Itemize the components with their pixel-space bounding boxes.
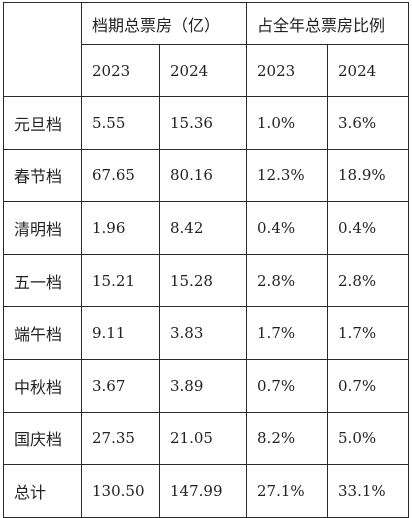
table-cell: 3.67 xyxy=(81,358,160,413)
table-row: 五一档 15.21 15.28 2.8% 2.8% xyxy=(3,253,410,308)
year-header: 2024 xyxy=(327,44,410,97)
table-row: 元旦档 5.55 15.36 1.0% 3.6% xyxy=(3,96,410,150)
row-label: 春节档 xyxy=(3,148,82,203)
table-cell: 1.7% xyxy=(327,306,410,360)
box-office-table: 档期总票房（亿） 占全年总票房比例 2023 2024 2023 2024 元旦… xyxy=(3,2,410,518)
table-cell: 0.4% xyxy=(246,201,329,255)
group-header-row: 档期总票房（亿） 占全年总票房比例 xyxy=(3,2,410,97)
table-cell: 33.1% xyxy=(327,464,410,518)
table-row: 总计 130.50 147.99 27.1% 33.1% xyxy=(3,464,410,518)
group-header-box-office: 档期总票房（亿） xyxy=(80,2,248,45)
table-cell: 1.96 xyxy=(81,201,160,255)
year-header: 2024 xyxy=(158,44,248,97)
table-cell: 15.28 xyxy=(158,253,248,308)
table-cell: 3.89 xyxy=(158,358,248,413)
table-cell: 9.11 xyxy=(81,306,160,360)
table-cell: 8.2% xyxy=(246,411,329,466)
table-cell: 80.16 xyxy=(158,148,248,203)
row-label: 中秋档 xyxy=(3,358,82,413)
row-label: 端午档 xyxy=(3,306,82,360)
table-cell: 1.7% xyxy=(246,306,329,360)
table-cell: 15.36 xyxy=(158,96,248,150)
table-cell: 27.35 xyxy=(81,411,160,466)
table-cell: 0.7% xyxy=(246,358,329,413)
table-cell: 15.21 xyxy=(81,253,160,308)
row-label: 总计 xyxy=(3,464,82,518)
table-cell: 1.0% xyxy=(246,96,329,150)
row-label: 国庆档 xyxy=(3,411,82,466)
table-cell: 3.83 xyxy=(158,306,248,360)
year-header: 2023 xyxy=(81,44,160,97)
table-cell: 5.55 xyxy=(81,96,160,150)
table-body: 档期总票房（亿） 占全年总票房比例 2023 2024 2023 2024 元旦… xyxy=(3,2,410,518)
table-row: 清明档 1.96 8.42 0.4% 0.4% xyxy=(3,201,410,255)
table-cell: 2.8% xyxy=(327,253,410,308)
year-header: 2023 xyxy=(246,44,329,97)
table-cell: 18.9% xyxy=(327,148,410,203)
table-row: 春节档 67.65 80.16 12.3% 18.9% xyxy=(3,148,410,203)
row-label: 五一档 xyxy=(3,253,82,308)
table-cell: 0.4% xyxy=(327,201,410,255)
year-header-row: 2023 2024 2023 2024 xyxy=(4,44,410,97)
table-cell: 12.3% xyxy=(246,148,329,203)
row-label: 元旦档 xyxy=(3,96,82,150)
table-cell: 130.50 xyxy=(81,464,160,518)
table-cell: 27.1% xyxy=(246,464,329,518)
table-row: 端午档 9.11 3.83 1.7% 1.7% xyxy=(3,306,410,360)
table-cell: 0.7% xyxy=(327,358,410,413)
corner-cell xyxy=(3,2,82,97)
table-cell: 8.42 xyxy=(158,201,248,255)
group-header-share: 占全年总票房比例 xyxy=(246,2,410,45)
table-cell: 5.0% xyxy=(327,411,410,466)
table-row: 国庆档 27.35 21.05 8.2% 5.0% xyxy=(3,411,410,466)
table-cell: 2.8% xyxy=(246,253,329,308)
table-cell: 21.05 xyxy=(158,411,248,466)
table-cell: 67.65 xyxy=(81,148,160,203)
table-cell: 3.6% xyxy=(327,96,410,150)
row-label: 清明档 xyxy=(3,201,82,255)
table-row: 中秋档 3.67 3.89 0.7% 0.7% xyxy=(3,358,410,413)
table-cell: 147.99 xyxy=(158,464,248,518)
